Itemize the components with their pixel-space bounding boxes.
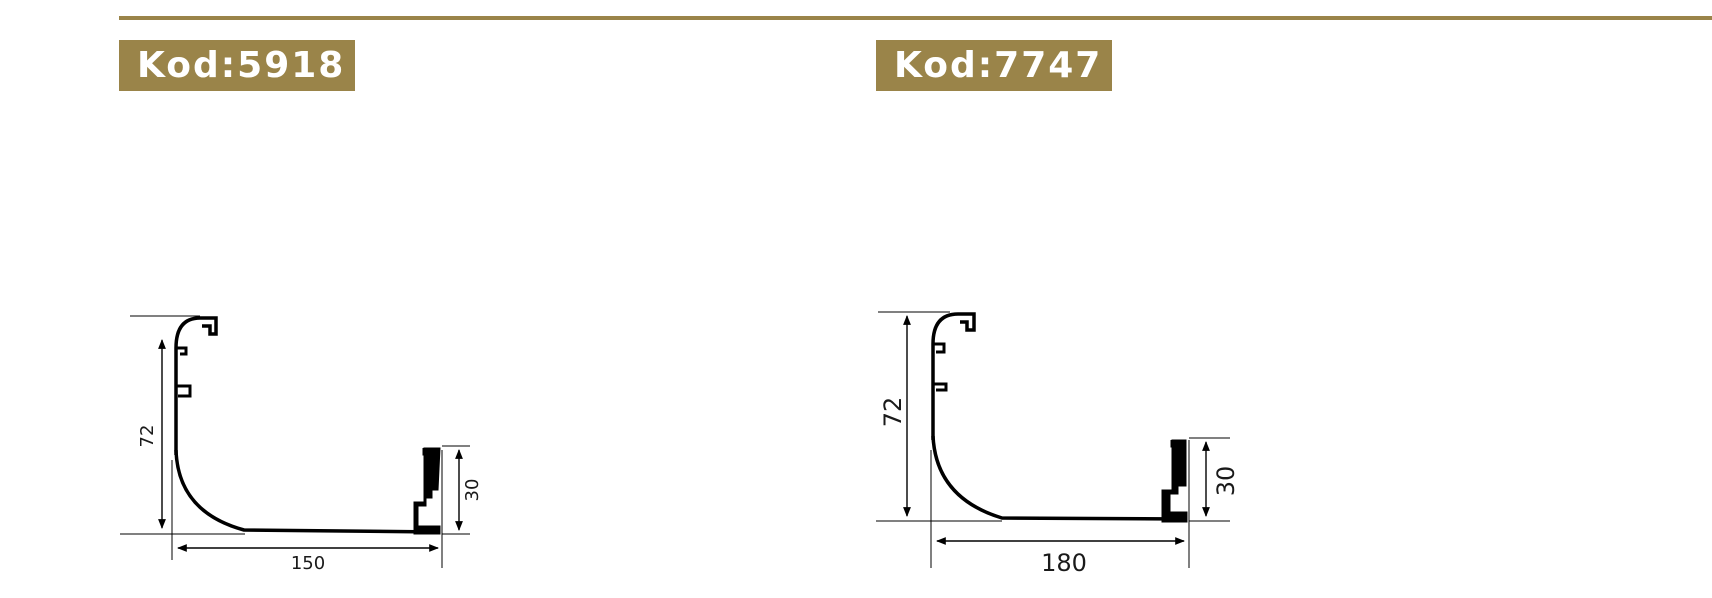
profile-outline <box>174 316 218 455</box>
top-divider <box>119 16 1712 20</box>
profile-lip <box>1161 439 1188 523</box>
width-dimension-label: 180 <box>1041 549 1087 577</box>
profile-notch <box>933 342 946 354</box>
profile-outline <box>931 312 976 440</box>
profile-lip <box>413 447 441 535</box>
profile-notch <box>1170 440 1178 448</box>
product-code-badge: Kod:7747 <box>876 40 1112 91</box>
profile-base <box>931 435 1188 521</box>
profile-notch <box>933 382 948 392</box>
profile-base <box>174 449 441 534</box>
height-dimension-label: 72 <box>137 425 158 448</box>
profile-notch <box>176 384 192 398</box>
height-dimension-label: 72 <box>879 397 907 428</box>
product-code-label: Kod:7747 <box>894 45 1103 86</box>
lip-dimension-label: 30 <box>462 479 483 502</box>
profile-notch <box>422 448 430 456</box>
product-code-label: Kod:5918 <box>137 45 346 86</box>
lip-dimension-label: 30 <box>1212 466 1240 497</box>
profile-notch <box>176 346 188 356</box>
product-code-badge: Kod:5918 <box>119 40 355 91</box>
width-dimension-label: 150 <box>291 553 325 574</box>
